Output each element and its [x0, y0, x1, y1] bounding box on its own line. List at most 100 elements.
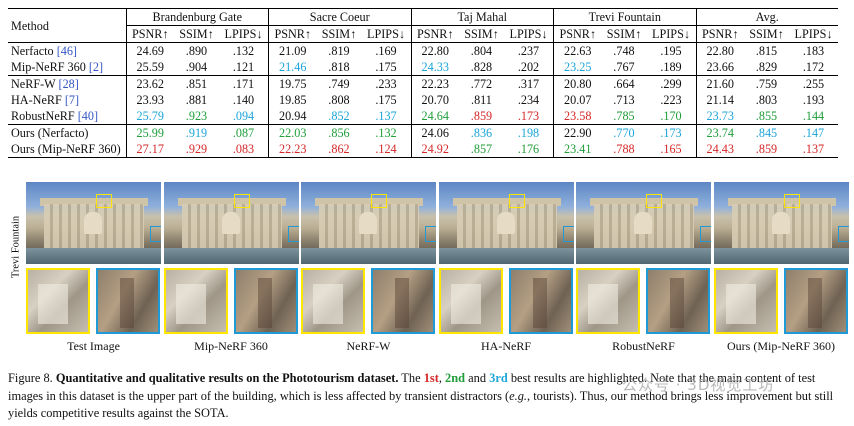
metric-value: .234	[517, 93, 540, 107]
metric-value: .132	[361, 124, 411, 141]
metric-value: .788	[601, 141, 647, 158]
yellow-highlight-box	[371, 194, 387, 208]
figure-column	[301, 182, 436, 334]
metric-header: PSNR↑	[125, 25, 174, 43]
side-label: Trevi Fountain	[10, 215, 22, 279]
metric-value: .121	[232, 60, 255, 74]
metric-value: .193	[802, 93, 825, 107]
metric-header: SSIM↑	[749, 27, 784, 41]
metric-value: .173	[646, 124, 696, 141]
metric-value: 22.23	[268, 141, 317, 158]
metric-value: 24.64	[410, 108, 459, 125]
metric-value: 25.59	[125, 59, 174, 76]
metric-value: 24.43	[695, 141, 744, 158]
scene-image	[26, 182, 161, 264]
column-label: HA-NeRF	[481, 339, 531, 353]
metric-value: .815	[743, 42, 789, 59]
metric-value: .175	[375, 60, 397, 74]
yellow-zoom-crop	[576, 268, 640, 334]
metric-header: SSIM↑	[179, 27, 214, 41]
metric-value: .140	[232, 93, 255, 107]
metric-value: .132	[218, 42, 269, 59]
citation-link[interactable]: [2]	[88, 60, 104, 74]
metric-value: .772	[458, 75, 504, 92]
metric-header: LPIPS↓	[652, 27, 690, 41]
metric-value: .803	[755, 93, 778, 107]
blue-zoom-crop	[371, 268, 435, 334]
metric-value: .919	[173, 124, 219, 141]
metric-value: .857	[458, 141, 504, 158]
metric-value: .165	[646, 141, 696, 158]
metric-value: .137	[375, 109, 397, 123]
method-name: Ours (Mip-NeRF 360)	[8, 141, 126, 158]
metric-value: .171	[218, 75, 269, 92]
metric-value: .785	[613, 109, 635, 123]
watermark: 公众号 · 3D视觉工坊	[622, 376, 775, 394]
column-label: Ours (Mip-NeRF 360)	[727, 339, 835, 353]
blue-highlight-box	[562, 226, 574, 242]
citation-link[interactable]: [40]	[77, 109, 99, 123]
yellow-highlight-box	[508, 194, 525, 208]
metric-header: PSNR↑	[268, 25, 317, 43]
metric-value: 20.07	[553, 92, 602, 108]
table-row: NeRF-W [28] 23.62.851.171 19.75.749.233 22.…	[8, 75, 838, 92]
metric-value: 21.46	[268, 59, 317, 76]
metric-value: .223	[660, 93, 682, 107]
qualitative-figure: Trevi Fountain Test Image Mip-NeRF 360 NeR…	[8, 182, 849, 354]
metric-value: .189	[660, 60, 682, 74]
metric-value: .767	[613, 60, 635, 74]
table-row: Nerfacto [46] 24.69.890.132 21.09.819.169 2…	[8, 42, 838, 59]
metric-value: .856	[316, 124, 362, 141]
metric-header: SSIM↑	[321, 27, 357, 41]
metric-value: 24.33	[410, 59, 459, 76]
metric-value: 23.62	[125, 75, 174, 92]
yellow-highlight-box	[646, 194, 662, 208]
metric-value: 25.99	[125, 124, 174, 141]
citation-link[interactable]: [46]	[56, 44, 77, 58]
metric-value: .317	[503, 75, 554, 92]
metric-value: 23.25	[553, 59, 602, 76]
metric-header: LPIPS↓	[509, 27, 548, 41]
yellow-zoom-crop	[26, 268, 90, 334]
blue-zoom-crop	[233, 268, 298, 334]
metric-value: 22.23	[410, 75, 459, 92]
scene-image	[713, 182, 849, 264]
citation-link[interactable]: [7]	[64, 93, 80, 107]
metric-value: 23.74	[695, 124, 744, 141]
blue-zoom-crop	[96, 268, 160, 334]
metric-value: 19.85	[268, 92, 317, 108]
metric-value: .836	[458, 124, 504, 141]
metric-header: LPIPS↓	[224, 27, 263, 41]
metric-value: .299	[646, 75, 696, 92]
metric-value: .811	[471, 93, 492, 107]
metric-value: 23.41	[553, 141, 602, 158]
scene-image	[301, 182, 436, 264]
metric-value: .172	[802, 60, 825, 74]
table-row: Ours (Nerfacto) 25.99.919.087 22.03.856.13…	[8, 124, 838, 141]
column-label: NeRF-W	[346, 339, 391, 353]
metric-value: .237	[503, 42, 554, 59]
metric-value: .852	[328, 109, 350, 123]
metric-value: 23.66	[695, 59, 744, 76]
metric-value: 20.80	[553, 75, 602, 92]
figure-column	[438, 182, 574, 334]
metric-value: .124	[361, 141, 411, 158]
scene-header: Taj Mahal	[410, 8, 554, 26]
metric-value: .890	[173, 42, 219, 59]
metric-value: 27.17	[125, 141, 174, 158]
method-name: Mip-NeRF 360 [2]	[11, 60, 104, 74]
metric-value: 24.06	[410, 124, 459, 141]
metric-value: .176	[503, 141, 554, 158]
metric-value: 24.92	[410, 141, 459, 158]
metric-value: .828	[470, 60, 493, 74]
yellow-zoom-crop	[301, 268, 365, 334]
metric-value: .855	[755, 109, 778, 123]
metric-value: .094	[232, 109, 255, 123]
blue-highlight-box	[287, 226, 299, 242]
metric-header: LPIPS↓	[794, 27, 833, 41]
metric-value: .170	[660, 109, 682, 123]
column-label: RobustNeRF	[612, 339, 675, 353]
citation-link[interactable]: [28]	[58, 77, 79, 91]
metric-value: 22.80	[410, 42, 459, 59]
metric-value: .198	[503, 124, 554, 141]
